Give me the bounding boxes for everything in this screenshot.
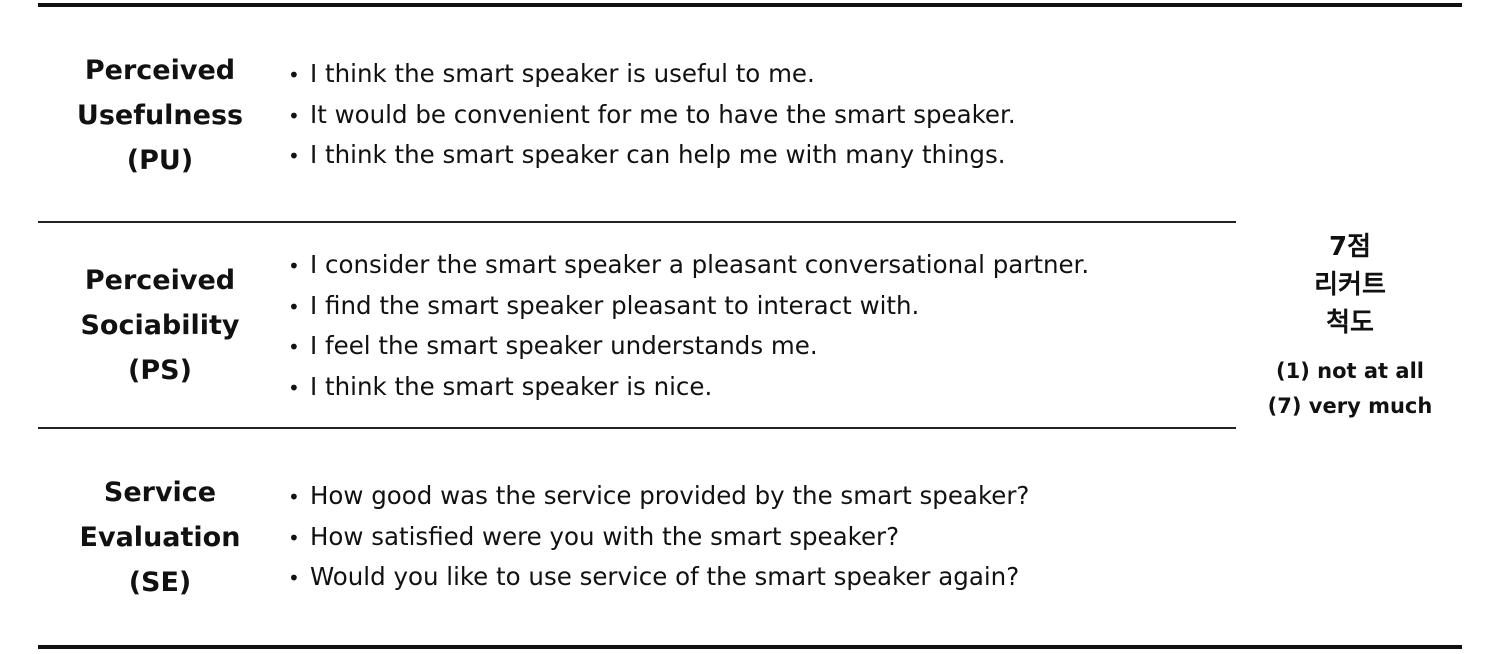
list-item: • I think the smart speaker can help me w…: [288, 135, 1016, 176]
scale-title-line1: 7점: [1328, 232, 1371, 262]
construct-label-ps: Perceived Sociability (PS): [40, 258, 280, 393]
list-item: • I feel the smart speaker understands me…: [288, 326, 1089, 367]
bullet-icon: •: [288, 144, 300, 168]
list-item: • I think the smart speaker is nice.: [288, 367, 1089, 408]
bullet-icon: •: [288, 375, 300, 400]
bullet-icon: •: [288, 485, 300, 509]
bullet-icon: •: [288, 566, 300, 590]
bullet-icon: •: [288, 335, 300, 359]
construct-ps-abbr: (PS): [128, 355, 192, 386]
item-text: It would be convenient for me to have th…: [310, 99, 1016, 129]
list-item: • It would be convenient for me to have t…: [288, 95, 1016, 136]
item-list-se: • How good was the service provided by th…: [288, 476, 1029, 598]
item-text: Would you like to use service of the sma…: [310, 562, 1020, 591]
item-text: I find the smart speaker pleasant to int…: [310, 290, 920, 320]
row-divider: [38, 427, 1236, 429]
construct-se-abbr: (SE): [128, 567, 192, 598]
row-divider: [38, 221, 1236, 223]
bullet-icon: •: [288, 294, 300, 319]
scale-title: 7점 리커트 척도: [1250, 228, 1450, 342]
construct-se-line1: Service: [103, 477, 217, 508]
construct-se-line2: Evaluation: [79, 522, 241, 553]
scale-title-line3: 척도: [1326, 308, 1374, 338]
construct-label-pu: Perceived Usefulness (PU): [40, 48, 280, 183]
bullet-icon: •: [288, 525, 300, 550]
item-list-ps: • I consider the smart speaker a pleasant…: [288, 245, 1089, 407]
scale-title-line2: 리커트: [1314, 270, 1386, 300]
bullet-icon: •: [288, 103, 300, 128]
top-rule: [38, 3, 1462, 7]
bottom-rule: [38, 645, 1462, 649]
construct-pu-line1: Perceived: [84, 55, 236, 86]
item-text: I think the smart speaker can help me wi…: [310, 140, 1006, 169]
bullet-icon: •: [288, 63, 300, 87]
list-item: • I think the smart speaker is useful to …: [288, 54, 1016, 95]
scale-anchors: (1) not at all (7) very much: [1250, 354, 1450, 424]
item-list-pu: • I think the smart speaker is useful to …: [288, 54, 1016, 176]
item-text: How good was the service provided by the…: [310, 481, 1030, 510]
scale-anchor-high: (7) very much: [1267, 394, 1433, 418]
construct-pu-abbr: (PU): [126, 145, 194, 176]
list-item: • I consider the smart speaker a pleasant…: [288, 245, 1089, 286]
item-text: I feel the smart speaker understands me.: [310, 331, 818, 360]
item-text: I think the smart speaker is nice.: [310, 371, 713, 401]
construct-ps-line2: Sociability: [80, 310, 240, 341]
construct-pu-line2: Usefulness: [76, 100, 244, 131]
likert-scale-note: 7점 리커트 척도 (1) not at all (7) very much: [1250, 228, 1450, 424]
scale-anchor-low: (1) not at all: [1276, 359, 1424, 383]
list-item: • Would you like to use service of the sm…: [288, 557, 1029, 598]
construct-ps-line1: Perceived: [84, 265, 236, 296]
list-item: • I find the smart speaker pleasant to in…: [288, 286, 1089, 327]
item-text: I consider the smart speaker a pleasant …: [310, 250, 1090, 279]
construct-label-se: Service Evaluation (SE): [40, 470, 280, 605]
item-text: I think the smart speaker is useful to m…: [310, 59, 815, 88]
bullet-icon: •: [288, 254, 300, 278]
list-item: • How satisfied were you with the smart s…: [288, 517, 1029, 558]
list-item: • How good was the service provided by th…: [288, 476, 1029, 517]
item-text: How satisfied were you with the smart sp…: [310, 521, 900, 551]
